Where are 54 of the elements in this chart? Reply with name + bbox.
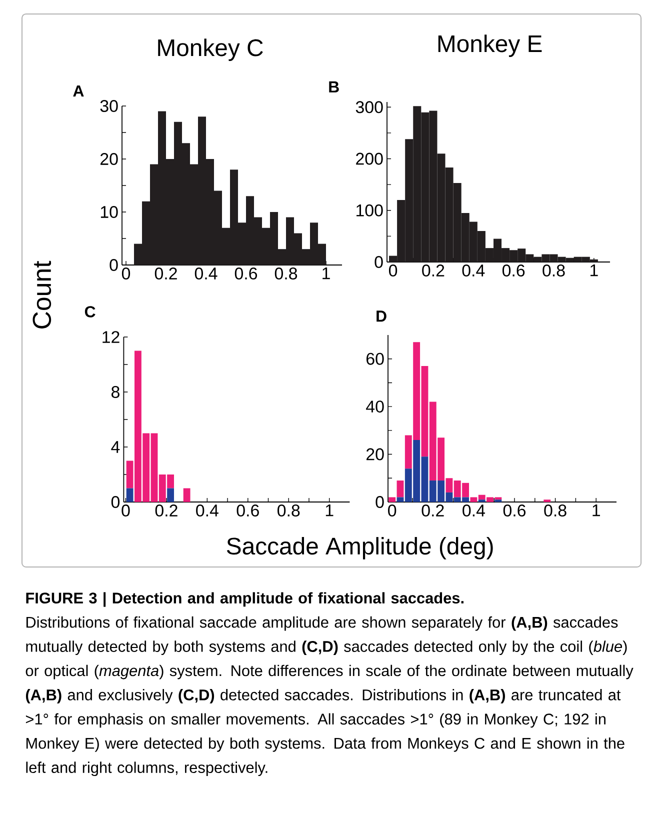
bar [183, 488, 190, 502]
x-tick-label: 0.6 [234, 268, 258, 280]
x-tick-label: 0 [388, 504, 396, 517]
y-tick-label: 0 [111, 496, 120, 508]
bar [388, 497, 396, 502]
x-tick-label: 0.8 [278, 504, 300, 517]
bar [396, 480, 404, 498]
x-tick-label: 0 [122, 504, 130, 517]
y-tick-label: 8 [111, 386, 120, 398]
x-tick-label: 0.6 [236, 504, 259, 517]
x-axis-title: Saccade Amplitude (deg) [226, 537, 493, 560]
text: FIGURE 3 | Detection and amplitude of fixational saccades. [26, 592, 464, 607]
y-tick-label: 0 [376, 496, 384, 508]
text: C [84, 306, 96, 318]
x-tick-label: 1 [590, 264, 598, 276]
x-tick-label: 0.2 [155, 504, 178, 517]
y-tick-label: 300 [356, 101, 383, 114]
x-tick-label: 0.4 [462, 264, 485, 277]
x-tick-label: 0 [388, 264, 398, 277]
y-tick-label: 30 [100, 100, 118, 112]
y-tick-label: 60 [366, 352, 384, 365]
x-tick-label: 0.2 [422, 264, 444, 277]
text: D [376, 310, 386, 322]
x-tick-label: 0.8 [274, 268, 298, 280]
x-tick-label: 0.4 [196, 504, 218, 517]
x-tick-label: 0.4 [462, 504, 485, 517]
bar [167, 488, 174, 502]
x-tick-label: 0.4 [194, 268, 218, 280]
text: Distributions of fixational saccade amplitude are shown separately for (A,B) saccades mutually detected by both systems and (C,D) saccades detected only by the coil (blue) or optical (magenta) system. Note differences in scale of the ordinate between mutually (A,B) and exclusively (C,D) detected saccades. Distributions in (A,B) are truncated at >1° for emphasis on smaller movements. All saccades >1° (89 in Monkey C; 192 in Monkey E) were detected by both systems. Data from Monkeys C and E shown in the left and right columns, respectively. [26, 616, 634, 776]
y-axis-title: Count [32, 260, 52, 328]
y-tick-label: 20 [366, 448, 384, 460]
x-tick-label: 0.6 [502, 264, 525, 277]
x-tick-label: 0.8 [542, 264, 565, 277]
y-tick-label: 10 [100, 206, 118, 218]
bar [126, 488, 134, 502]
x-tick-label: 1 [322, 268, 330, 280]
y-tick-label: 4 [111, 441, 120, 453]
text: B [329, 81, 339, 92]
x-tick-label: 0.8 [544, 504, 566, 517]
y-tick-label: 40 [366, 400, 384, 413]
x-tick-label: 0.6 [503, 504, 526, 517]
text: A [73, 85, 84, 96]
y-tick-label: 20 [100, 152, 118, 165]
x-tick-label: 0 [122, 268, 130, 280]
y-tick-label: 100 [356, 204, 383, 216]
x-tick-label: 1 [592, 504, 600, 516]
chart-title: Monkey E [438, 34, 542, 57]
y-tick-label: 0 [374, 256, 383, 268]
x-tick-label: 0.2 [154, 268, 177, 280]
y-tick-label: 12 [102, 331, 120, 343]
x-tick-label: 1 [326, 504, 334, 516]
chart-title: Monkey C [158, 38, 263, 61]
y-tick-label: 200 [356, 152, 383, 165]
x-tick-label: 0.2 [422, 504, 444, 517]
